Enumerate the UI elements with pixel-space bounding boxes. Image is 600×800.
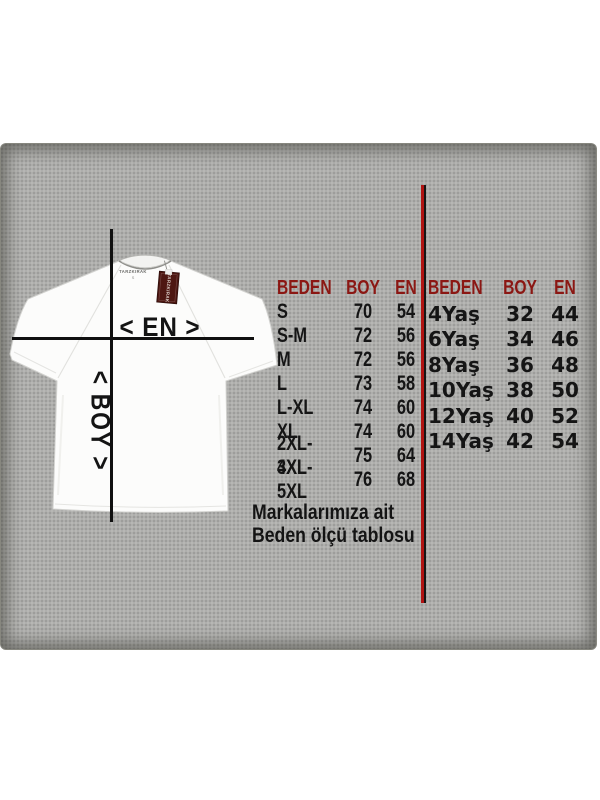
length-measure-line — [110, 229, 113, 522]
kids-row-length: 34 — [506, 327, 534, 352]
adult-row-width: 68 — [396, 468, 416, 491]
adult-row-length: 75 — [353, 444, 373, 467]
adult-row-width: 56 — [396, 324, 416, 347]
adult-row-size: M — [277, 348, 291, 371]
tshirt-body — [9, 260, 278, 513]
caption-line-2: Beden ölçü tablosu — [252, 523, 415, 547]
kids-header-length: BOY — [503, 276, 537, 299]
kids-row-size: 10Yaş — [428, 378, 494, 403]
kids-row-size: 12Yaş — [428, 403, 494, 428]
adult-row-size: L — [277, 372, 288, 395]
width-measure-line — [12, 337, 254, 340]
adult-row-width: 54 — [396, 300, 416, 323]
kids-row-length: 38 — [506, 378, 534, 403]
kids-row-size: 4Yaş — [428, 302, 480, 327]
caption-line-1: Markalarımıza ait — [252, 501, 395, 524]
adult-size-table: BEDEN BOY EN S 70 54 S-M 72 56 M 72 56 L… — [277, 276, 429, 504]
kids-size-table: BEDEN BOY EN 4Yaş 32 44 6Yaş 34 46 8Yaş … — [428, 276, 590, 454]
adult-row-length: 74 — [353, 420, 373, 443]
adult-row-width: 64 — [396, 444, 416, 467]
adult-row-size: L-XL — [277, 396, 314, 419]
adult-row-length: 72 — [353, 348, 373, 371]
length-label: < BOY > — [85, 370, 116, 472]
adult-row-size: XL — [277, 420, 298, 443]
kids-row-width: 46 — [551, 327, 579, 352]
hang-tag-icon: TARZKIRAK — [156, 260, 180, 305]
adult-row-length: 76 — [353, 468, 373, 491]
tshirt-hem-seam — [54, 503, 227, 508]
adult-row-length: 72 — [353, 324, 373, 347]
adult-header-width: EN — [395, 276, 417, 299]
tshirt-crease-right — [218, 394, 224, 496]
tshirt-graphic: TARZKIRAK S TARZKIRAK — [9, 254, 278, 513]
adult-row-width: 58 — [396, 372, 416, 395]
red-divider-line — [421, 185, 426, 603]
hang-tag-text: TARZKIRAK — [164, 273, 172, 303]
kids-row-length: 32 — [506, 302, 534, 327]
kids-row-length: 42 — [506, 429, 534, 454]
tshirt-crease-left — [57, 394, 64, 496]
kids-header-width: EN — [554, 276, 576, 299]
tshirt-sleeve-seam-right — [228, 360, 274, 378]
size-chart-image: TARZKIRAK S TARZKIRAK < EN > < BOY > BED… — [0, 143, 597, 650]
tshirt-neckline — [118, 260, 172, 270]
caption: Markalarımıza ait Beden ölçü tablosu — [252, 501, 446, 547]
kids-header-size: BEDEN — [428, 276, 483, 299]
kids-row-length: 40 — [506, 403, 534, 428]
kids-row-width: 52 — [551, 403, 579, 428]
kids-row-width: 44 — [551, 302, 579, 327]
collar-brand-label: TARZKIRAK — [119, 269, 147, 274]
adult-row-length: 74 — [353, 396, 373, 419]
adult-row-size: S — [277, 300, 288, 323]
adult-row-width: 56 — [396, 348, 416, 371]
kids-row-width: 54 — [551, 429, 579, 454]
adult-row-length: 73 — [353, 372, 373, 395]
kids-row-size: 14Yaş — [428, 429, 494, 454]
adult-row-size: 4XL-5XL — [277, 456, 313, 503]
adult-header-size: BEDEN — [277, 276, 332, 299]
width-label: < EN > — [119, 312, 201, 342]
tshirt-sleeve-seam-left — [13, 351, 57, 374]
kids-row-width: 50 — [551, 378, 579, 403]
kids-row-size: 6Yaş — [428, 327, 480, 352]
adult-header-length: BOY — [346, 276, 380, 299]
tshirt-collar-seam — [121, 261, 169, 269]
kids-row-size: 8Yaş — [428, 352, 480, 377]
hang-tag-clip — [164, 268, 173, 276]
kids-row-width: 48 — [551, 352, 579, 377]
kids-row-length: 36 — [506, 352, 534, 377]
adult-row-width: 60 — [396, 396, 416, 419]
adult-row-size: S-M — [277, 324, 308, 347]
adult-row-length: 70 — [353, 300, 373, 323]
adult-row-width: 60 — [396, 420, 416, 443]
collar-size-letter: S — [132, 276, 135, 280]
